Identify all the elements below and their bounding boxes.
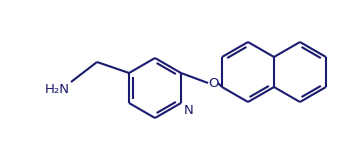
Text: H₂N: H₂N (45, 83, 70, 96)
Text: O: O (208, 76, 218, 90)
Text: N: N (184, 104, 194, 117)
